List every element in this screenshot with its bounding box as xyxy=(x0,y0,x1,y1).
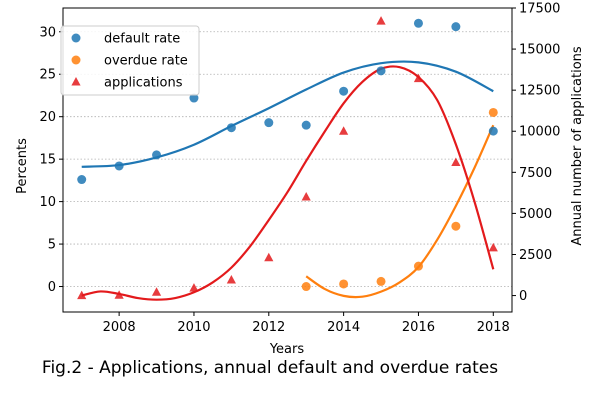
x-tick-label: 2016 xyxy=(402,320,435,335)
left-tick-label: 10 xyxy=(39,195,56,210)
left-axis-ticks: 0 5 10 15 20 25 30 xyxy=(39,25,63,295)
x-tick-label: 2018 xyxy=(477,320,510,335)
overdue-rate-point xyxy=(339,279,349,289)
left-tick-label: 25 xyxy=(39,68,56,83)
left-tick-label: 15 xyxy=(39,153,56,168)
overdue-rate-point xyxy=(488,107,498,117)
applications-point xyxy=(77,290,87,300)
applications-point xyxy=(114,290,124,299)
right-tick-label: 12500 xyxy=(519,84,560,99)
default-rate-point xyxy=(376,66,386,76)
default-rate-point xyxy=(264,118,274,128)
applications-trend-line xyxy=(81,65,495,301)
default-rate-trend-line xyxy=(81,60,494,168)
applications-point xyxy=(151,287,162,296)
right-tick-label: 0 xyxy=(519,289,527,304)
right-tick-label: 5000 xyxy=(519,207,552,222)
applications-point xyxy=(189,283,199,292)
default-rate-point xyxy=(152,150,162,160)
x-tick-label: 2012 xyxy=(252,320,285,335)
default-rate-legend-label: default rate xyxy=(104,32,180,47)
applications-point xyxy=(301,191,311,201)
default-rate-point xyxy=(114,161,124,171)
legend: default rate overdue rate applications xyxy=(60,25,200,96)
overdue-rate-point xyxy=(376,276,386,286)
left-axis-label: Percents xyxy=(15,138,30,194)
default-rate-legend-marker xyxy=(71,33,81,43)
right-axis-label: Annual number of applications xyxy=(570,46,585,246)
applications-point xyxy=(264,252,274,262)
applications-point xyxy=(413,73,424,83)
figure-caption: Fig.2 - Applications, annual default and… xyxy=(41,358,499,378)
applications-point xyxy=(488,242,498,252)
default-rate-point xyxy=(413,18,423,28)
plot-frame xyxy=(62,7,513,313)
default-rate-point xyxy=(339,86,349,96)
trend-lines xyxy=(81,60,495,301)
overdue-rate-point xyxy=(451,221,461,231)
x-tick-label: 2010 xyxy=(177,320,210,335)
overdue-rate-point xyxy=(301,282,311,292)
default-rate-point xyxy=(77,175,87,185)
overdue-rate-legend-marker xyxy=(71,55,81,65)
applications-point xyxy=(339,126,349,135)
right-tick-label: 17500 xyxy=(519,2,560,17)
legend-box xyxy=(60,25,200,96)
overdue-rate-legend-label: overdue rate xyxy=(104,54,188,69)
default-rate-point xyxy=(301,120,311,130)
applications-point xyxy=(451,157,461,166)
left-tick-label: 0 xyxy=(48,280,56,295)
right-axis-ticks: 0 2500 5000 7500 10000 12500 15000 17500 xyxy=(512,2,560,304)
right-tick-label: 2500 xyxy=(519,248,552,263)
left-tick-label: 5 xyxy=(48,238,56,253)
overdue-rate-point xyxy=(413,261,423,271)
overdue-rate-trend-line xyxy=(305,124,495,299)
left-tick-label: 20 xyxy=(39,110,56,125)
right-tick-label: 10000 xyxy=(519,125,560,140)
applications-legend-marker xyxy=(71,77,81,86)
applications-point xyxy=(226,274,236,284)
x-tick-label: 2008 xyxy=(103,320,136,335)
default-rate-point xyxy=(189,93,199,103)
x-tick-label: 2014 xyxy=(327,320,360,335)
default-rate-point xyxy=(226,123,236,133)
left-tick-label: 30 xyxy=(39,25,56,40)
x-axis-ticks: 2008 2010 2012 2014 2016 2018 xyxy=(103,312,510,335)
right-tick-label: 15000 xyxy=(519,43,560,58)
default-rate-point xyxy=(451,22,461,32)
default-rate-point xyxy=(488,126,498,136)
right-tick-label: 7500 xyxy=(519,166,552,181)
applications-legend-label: applications xyxy=(104,76,183,91)
data-points xyxy=(77,16,498,300)
applications-point xyxy=(376,16,386,25)
x-axis-label: Years xyxy=(269,342,305,357)
